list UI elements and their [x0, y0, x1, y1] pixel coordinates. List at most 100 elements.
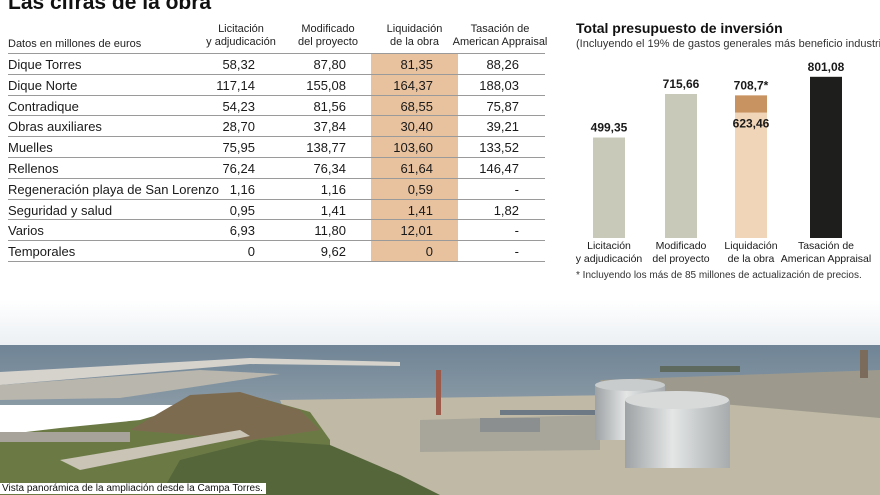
crane-right — [860, 350, 868, 378]
table-row: Temporales 0 9,62 0 - — [0, 241, 560, 262]
cell-modificado: 76,34 — [313, 161, 346, 176]
cell-tasacion: 133,52 — [479, 140, 519, 156]
bar-4-value-label: 801,08 — [808, 60, 845, 74]
table-rule — [8, 73, 545, 75]
bar-1 — [593, 137, 625, 238]
table-row: Varios 6,93 11,80 12,01 - — [0, 220, 560, 241]
cell-modificado: 81,56 — [313, 98, 346, 114]
row-label: Obras auxiliares — [8, 119, 102, 135]
photo-caption: Vista panorámica de la ampliación desde … — [0, 483, 266, 494]
cell-licitacion: 0 — [247, 244, 255, 260]
table-header: Datos en millones de euros Licitación y a… — [0, 22, 560, 54]
category-label: de la obra — [728, 253, 775, 265]
table-rule — [8, 219, 545, 221]
row-label: Contradique — [8, 98, 79, 114]
cell-modificado: 1,41 — [320, 202, 346, 218]
table-rule — [8, 157, 545, 158]
liquidacion-column-highlight — [371, 54, 458, 262]
cell-modificado: 11,80 — [314, 223, 346, 239]
cell-licitacion: 0,95 — [229, 202, 255, 218]
cell-modificado: 138,77 — [306, 140, 346, 156]
cell-tasacion: 188,03 — [479, 77, 519, 93]
road — [60, 430, 250, 470]
hill-foreground — [160, 440, 440, 495]
col-header-modificado: Modificado del proyecto — [298, 23, 358, 48]
cell-liquidacion: 0,59 — [407, 181, 433, 197]
cell-liquidacion: 61,64 — [400, 161, 433, 176]
lng-tank-right — [625, 400, 730, 468]
table-row: Dique Norte 117,14 155,08 164,37 188,03 — [0, 75, 560, 96]
cell-liquidacion: 0 — [425, 244, 433, 260]
cell-tasacion: - — [514, 244, 519, 260]
cell-tasacion: - — [514, 223, 519, 239]
cell-licitacion: 54,23 — [222, 98, 255, 114]
bar-3-inner-label: 623,46 — [733, 117, 770, 131]
bar-1-value-label: 499,35 — [591, 121, 628, 135]
cell-licitacion: 76,24 — [222, 161, 255, 176]
pipe-rack — [500, 410, 600, 415]
cell-modificado: 155,08 — [306, 77, 346, 93]
cell-liquidacion: 30,40 — [400, 119, 433, 135]
category-label: del proyecto — [652, 253, 709, 265]
unit-label: Datos en millones de euros — [8, 38, 142, 50]
sky — [0, 300, 880, 350]
bar-2-value-label: 715,66 — [663, 77, 700, 91]
cell-liquidacion: 1,41 — [407, 202, 433, 218]
cell-licitacion: 28,70 — [222, 119, 255, 135]
cell-licitacion: 75,95 — [222, 140, 255, 156]
category-label: y adjudicación — [576, 253, 643, 265]
table-row: Rellenos 76,24 76,34 61,64 146,47 — [0, 158, 560, 179]
cliff — [130, 392, 320, 440]
chart-footnote: * Incluyendo los más de 85 millones de a… — [576, 270, 862, 281]
cell-tasacion: - — [514, 181, 519, 197]
table-row: Muelles 75,95 138,77 103,60 133,52 — [0, 137, 560, 158]
table-rule — [8, 261, 545, 262]
table-rule — [8, 94, 545, 96]
cell-liquidacion: 68,55 — [400, 98, 433, 114]
row-label: Dique Torres — [8, 57, 82, 72]
cell-modificado: 87,80 — [313, 57, 346, 72]
ship — [660, 366, 740, 372]
col-header-licitacion: Licitación y adjudicación — [206, 23, 276, 48]
table-row: Dique Torres 58,32 87,80 81,35 88,26 — [0, 54, 560, 75]
cell-tasacion: 39,21 — [486, 119, 519, 135]
table-row: Contradique 54,23 81,56 68,55 75,87 — [0, 96, 560, 117]
table-rule — [8, 136, 545, 138]
plant-area — [420, 415, 600, 452]
port-panorama-photo — [0, 300, 880, 495]
category-label: Liquidación — [724, 240, 777, 252]
row-label: Rellenos — [8, 161, 59, 176]
table-rule — [8, 240, 545, 242]
row-label: Temporales — [8, 244, 76, 260]
col-header-tasacion: Tasación de American Appraisal — [452, 23, 548, 48]
cell-tasacion: 88,26 — [486, 57, 519, 72]
bar-3-value-label: 708,7* — [734, 78, 769, 92]
row-label: Dique Norte — [8, 77, 78, 93]
cell-liquidacion: 12,01 — [400, 223, 433, 239]
chart-title: Total presupuesto de inversión — [576, 20, 783, 36]
table-row: Obras auxiliares 28,70 37,84 30,40 39,21 — [0, 116, 560, 137]
row-label: Seguridad y salud — [8, 202, 113, 218]
table-row: Regeneración playa de San Lorenzo 1,16 1,1… — [0, 179, 560, 200]
cell-modificado: 9,62 — [320, 244, 346, 260]
cell-licitacion: 6,93 — [229, 223, 255, 239]
bar-3 — [735, 95, 767, 238]
col-header-liquidacion: Liquidación de la obra — [386, 23, 443, 48]
quay-area — [0, 370, 280, 400]
category-label: Tasación de — [798, 240, 854, 252]
cell-tasacion: 1,82 — [493, 202, 519, 218]
bar-4 — [810, 76, 842, 239]
category-label: Licitación — [587, 240, 631, 252]
cell-tasacion: 75,87 — [486, 98, 519, 114]
table-rule — [8, 115, 545, 117]
table-row: Seguridad y salud 0,95 1,41 1,41 1,82 — [0, 200, 560, 221]
page-title: Las cifras de la obra — [8, 0, 212, 14]
table-rule — [8, 198, 545, 200]
row-label: Varios — [8, 223, 44, 239]
table-rule — [8, 177, 545, 179]
cell-liquidacion: 164,37 — [393, 77, 433, 93]
cell-modificado: 37,84 — [313, 119, 346, 135]
row-label: Regeneración playa de San Lorenzo — [8, 181, 220, 197]
cell-liquidacion: 81,35 — [400, 57, 433, 72]
rock-armour — [0, 432, 130, 442]
